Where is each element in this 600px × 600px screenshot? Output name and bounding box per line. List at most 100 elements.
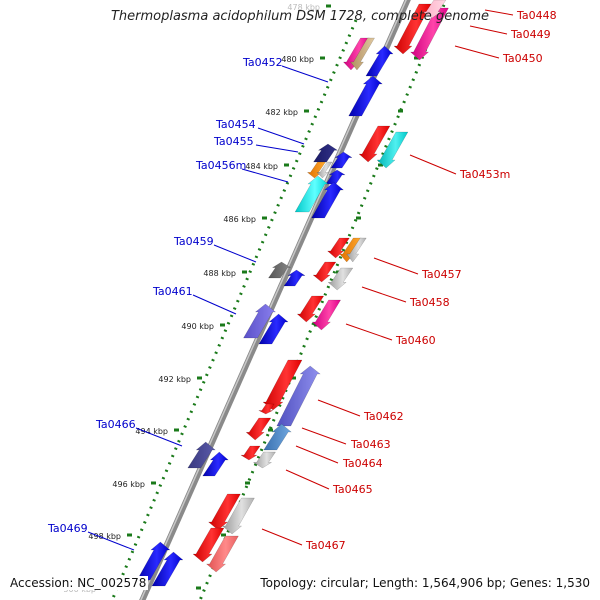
reverse-leader xyxy=(345,323,393,341)
gene-arrow[interactable] xyxy=(376,131,409,169)
gene-label-forward[interactable]: Ta0456m xyxy=(195,159,246,172)
gene-arrow[interactable] xyxy=(306,161,326,179)
reverse-leader xyxy=(301,427,347,445)
gene-arrow[interactable] xyxy=(243,303,277,339)
reverse-leader xyxy=(361,286,407,303)
gene-arrow[interactable] xyxy=(346,237,367,263)
gene-label-reverse[interactable]: Ta0462 xyxy=(363,410,404,423)
gene-arrow[interactable] xyxy=(240,445,261,461)
gene-label-forward[interactable]: Ta0469 xyxy=(47,522,88,535)
gene-label-forward[interactable]: Ta0452 xyxy=(242,56,283,69)
forward-leader xyxy=(87,531,135,551)
gene-arrow[interactable] xyxy=(330,151,353,169)
gene-label-forward[interactable]: Ta0466 xyxy=(95,418,136,431)
reverse-leader xyxy=(295,445,339,464)
gene-arrow[interactable] xyxy=(348,75,383,117)
gene-features xyxy=(136,0,449,587)
gene-label-reverse[interactable]: Ta0448 xyxy=(516,9,557,22)
forward-leader xyxy=(192,294,237,315)
gene-label-reverse[interactable]: Ta0464 xyxy=(342,457,383,470)
reverse-leader xyxy=(317,399,361,417)
gene-arrow[interactable] xyxy=(327,267,354,291)
forward-gene-labels: Ta0452 Ta0454 Ta0455 Ta0456m Ta0459 Ta0461 Ta0… xyxy=(47,56,283,535)
gene-label-reverse[interactable]: Ta0453m xyxy=(459,168,510,181)
map-title: Thermoplasma acidophilum DSM 1728, compl… xyxy=(110,9,490,24)
gene-arrow[interactable] xyxy=(205,535,239,573)
gene-arrow[interactable] xyxy=(221,497,255,535)
ruler-label: 492 kbp xyxy=(158,375,191,384)
gene-arrow[interactable] xyxy=(311,299,342,331)
ruler-label: 478 kbp xyxy=(287,3,320,12)
label-leader-lines xyxy=(87,9,514,551)
reverse-gene-labels: Ta0448 Ta0449 Ta0450 Ta0453m Ta0457 Ta0458 Ta0… xyxy=(305,9,557,552)
reverse-leader xyxy=(484,9,514,16)
gene-arrow[interactable] xyxy=(358,125,391,163)
accession-text: Accession: NC_002578 xyxy=(8,576,149,590)
gene-arrow[interactable] xyxy=(202,451,229,477)
ruler-label: 490 kbp xyxy=(181,322,214,331)
reverse-leader xyxy=(285,469,330,490)
gene-label-reverse[interactable]: Ta0457 xyxy=(421,268,462,281)
ruler-label: 486 kbp xyxy=(223,215,256,224)
ruler-label: 480 kbp xyxy=(281,55,314,64)
gene-arrow[interactable] xyxy=(283,269,306,287)
gene-label-reverse[interactable]: Ta0460 xyxy=(395,334,436,347)
gene-arrow[interactable] xyxy=(422,0,447,19)
gene-arrow[interactable] xyxy=(151,551,184,587)
reverse-leader xyxy=(373,257,419,275)
gene-arrow[interactable] xyxy=(311,181,345,219)
ruler-ticks xyxy=(102,4,425,590)
ruler-label: 496 kbp xyxy=(112,480,145,489)
gene-label-forward[interactable]: Ta0461 xyxy=(152,285,193,298)
reverse-leader xyxy=(454,45,500,59)
forward-leader xyxy=(255,144,299,153)
forward-leader xyxy=(135,427,183,447)
reverse-leader xyxy=(261,528,303,546)
gene-arrow[interactable] xyxy=(258,403,275,415)
gene-arrow[interactable] xyxy=(326,237,350,259)
forward-track xyxy=(110,19,358,600)
gene-arrow[interactable] xyxy=(262,359,303,411)
gene-arrow[interactable] xyxy=(136,541,171,581)
ruler-label: 494 kbp xyxy=(135,427,168,436)
gene-arrow[interactable] xyxy=(349,37,375,71)
gene-arrow[interactable] xyxy=(252,451,276,469)
gene-label-reverse[interactable]: Ta0467 xyxy=(305,539,346,552)
gene-arrow[interactable] xyxy=(263,423,292,451)
ruler-labels: 478 kbp 480 kbp 482 kbp 484 kbp 486 kbp 488 k… xyxy=(63,3,320,594)
gene-label-reverse[interactable]: Ta0458 xyxy=(409,296,450,309)
gene-arrow[interactable] xyxy=(245,417,272,441)
ruler-label: 482 kbp xyxy=(265,108,298,117)
gene-arrow[interactable] xyxy=(313,143,339,163)
gene-label-forward[interactable]: Ta0454 xyxy=(215,118,256,131)
reverse-leader xyxy=(409,154,457,175)
gene-arrow[interactable] xyxy=(258,313,289,345)
gene-arrow[interactable] xyxy=(187,441,216,469)
gene-arrow[interactable] xyxy=(276,365,321,427)
gene-arrow[interactable] xyxy=(325,169,346,185)
gene-arrow[interactable] xyxy=(409,7,449,61)
gene-label-reverse[interactable]: Ta0465 xyxy=(332,483,373,496)
forward-leader xyxy=(281,65,329,83)
gene-arrow[interactable] xyxy=(365,45,394,77)
ruler-label: 498 kbp xyxy=(88,532,121,541)
gene-arrow[interactable] xyxy=(192,527,225,563)
gene-label-reverse[interactable]: Ta0450 xyxy=(502,52,543,65)
gene-label-reverse[interactable]: Ta0463 xyxy=(350,438,391,451)
gene-label-forward[interactable]: Ta0455 xyxy=(213,135,254,148)
gene-arrow[interactable] xyxy=(296,295,325,323)
gene-label-reverse[interactable]: Ta0449 xyxy=(510,28,551,41)
ruler-label: 488 kbp xyxy=(203,269,236,278)
gene-label-forward[interactable]: Ta0459 xyxy=(173,235,214,248)
forward-leader xyxy=(257,127,305,145)
genome-summary-text: Topology: circular; Length: 1,564,906 bp… xyxy=(258,576,592,590)
ruler-label: 484 kbp xyxy=(245,162,278,171)
gene-arrow[interactable] xyxy=(294,175,329,213)
forward-leader xyxy=(213,244,257,263)
gene-arrow[interactable] xyxy=(312,261,337,283)
gene-arrow[interactable] xyxy=(316,161,333,179)
reverse-leader xyxy=(469,25,508,35)
gene-arrow[interactable] xyxy=(268,261,292,279)
